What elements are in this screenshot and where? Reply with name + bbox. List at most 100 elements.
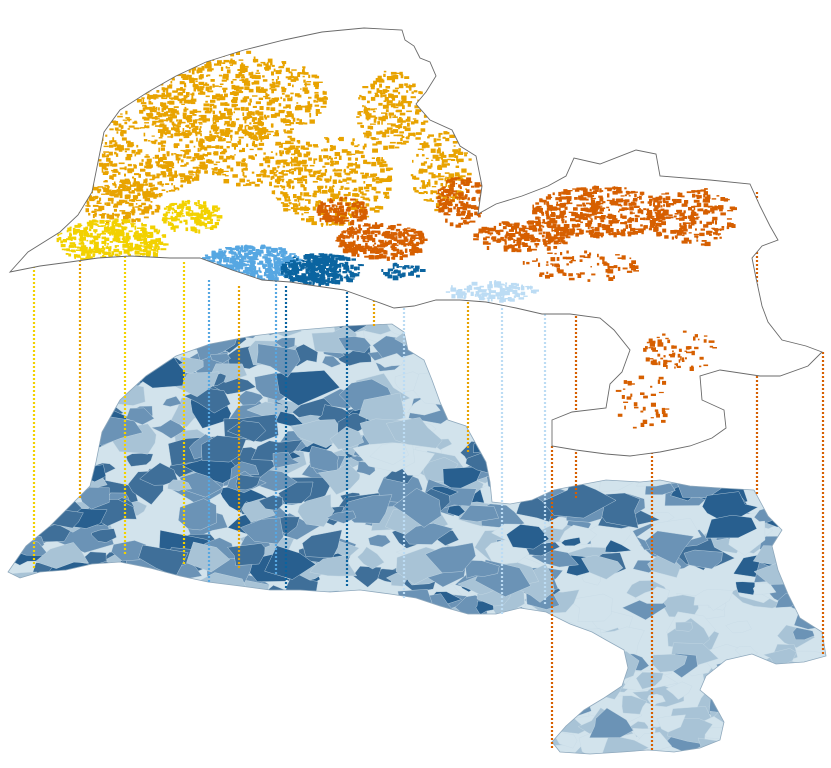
cluster-patch-orange bbox=[283, 129, 286, 132]
cluster-patch-dark-orange bbox=[456, 207, 463, 210]
cluster-patch-orange bbox=[166, 151, 170, 155]
cluster-patch-orange bbox=[230, 80, 234, 84]
cluster-patch-dark-orange bbox=[503, 247, 508, 252]
cluster-patch-dark-orange bbox=[623, 201, 628, 206]
cluster-patch-yellow bbox=[158, 241, 164, 245]
cluster-patch-orange bbox=[263, 152, 266, 155]
cluster-patch-dark-orange bbox=[463, 183, 470, 186]
cluster-patch-yellow bbox=[136, 245, 142, 250]
cluster-patch-orange bbox=[223, 123, 226, 126]
cluster-patch-dark-orange bbox=[542, 219, 545, 222]
cluster-patch-dark-orange bbox=[407, 234, 413, 237]
cluster-patch-orange bbox=[206, 145, 212, 149]
cluster-patch-orange bbox=[216, 135, 219, 137]
cluster-patch-orange bbox=[134, 153, 137, 157]
cluster-patch-yellow bbox=[90, 232, 93, 237]
cluster-patch-yellow bbox=[110, 229, 116, 234]
cluster-patch-orange bbox=[446, 163, 450, 166]
cluster-patch-yellow bbox=[82, 258, 89, 260]
cluster-patch-orange bbox=[281, 142, 287, 144]
cluster-patch-dark-orange bbox=[366, 223, 371, 227]
cluster-patch-yellow bbox=[204, 222, 206, 227]
cluster-patch-yellow bbox=[170, 227, 176, 230]
base-polygon bbox=[72, 640, 147, 672]
cluster-patch-orange bbox=[308, 216, 315, 218]
cluster-patch-dark-orange bbox=[527, 248, 531, 252]
cluster-patch-orange bbox=[256, 174, 262, 177]
cluster-patch-orange bbox=[416, 132, 422, 135]
cluster-patch-orange bbox=[119, 210, 126, 212]
cluster-patch-orange bbox=[305, 90, 310, 94]
cluster-patch-yellow bbox=[78, 238, 84, 240]
cluster-patch-yellow bbox=[93, 229, 98, 232]
cluster-patch-orange bbox=[318, 97, 324, 102]
cluster-patch-orange bbox=[236, 118, 240, 121]
cluster-patch-orange bbox=[253, 144, 258, 148]
cluster-patch-dark-orange bbox=[518, 233, 524, 236]
cluster-patch-orange bbox=[280, 143, 283, 148]
cluster-patch-orange bbox=[185, 149, 191, 153]
cluster-patch-orange bbox=[158, 119, 164, 123]
cluster-patch-dark-orange bbox=[624, 199, 630, 203]
cluster-patch-orange bbox=[192, 171, 197, 173]
base-polygon bbox=[473, 714, 500, 731]
base-polygon bbox=[39, 351, 97, 378]
cluster-patch-dark-orange bbox=[561, 211, 565, 215]
cluster-patch-orange bbox=[144, 155, 150, 158]
cluster-patch-orange bbox=[153, 187, 159, 190]
cluster-patch-dark-orange bbox=[675, 235, 678, 239]
cluster-patch-orange bbox=[146, 158, 152, 163]
cluster-patch-dark-orange bbox=[511, 247, 516, 253]
cluster-patch-orange bbox=[209, 61, 212, 65]
cluster-patch-orange bbox=[300, 183, 304, 188]
cluster-patch-yellow bbox=[168, 205, 170, 207]
cluster-patch-dark-orange bbox=[647, 210, 653, 214]
cluster-patch-dark-orange bbox=[328, 215, 332, 220]
cluster-patch-dark-orange bbox=[543, 240, 550, 243]
cluster-patch-dark-orange bbox=[384, 236, 390, 238]
cluster-patch-dark-orange bbox=[528, 225, 534, 227]
cluster-patch-orange bbox=[422, 148, 424, 151]
cluster-patch-orange bbox=[435, 203, 441, 208]
cluster-patch-orange bbox=[142, 97, 145, 103]
base-polygon bbox=[260, 697, 289, 714]
cluster-patch-yellow bbox=[120, 241, 126, 243]
cluster-patch-orange bbox=[291, 115, 294, 119]
cluster-patch-yellow bbox=[142, 231, 144, 233]
cluster-patch-orange bbox=[372, 178, 376, 182]
cluster-patch-dark-orange bbox=[337, 208, 340, 213]
cluster-patch-dark-orange bbox=[392, 256, 396, 260]
cluster-patch-orange bbox=[341, 197, 347, 202]
base-polygon bbox=[402, 522, 454, 545]
cluster-patch-dark-orange bbox=[491, 237, 495, 240]
base-polygon bbox=[196, 738, 251, 754]
cluster-patch-dark-orange bbox=[362, 210, 368, 215]
cluster-patch-orange bbox=[423, 120, 429, 123]
cluster-patch-dark-orange bbox=[338, 235, 341, 238]
cluster-patch-orange bbox=[351, 153, 356, 155]
cluster-patch-yellow bbox=[96, 244, 98, 249]
cluster-patch-dark-orange bbox=[594, 190, 597, 194]
cluster-patch-orange bbox=[148, 100, 151, 105]
cluster-patch-dark-orange bbox=[545, 211, 548, 214]
cluster-patch-dark-orange bbox=[364, 223, 369, 226]
cluster-patch-orange bbox=[244, 133, 247, 137]
cluster-patch-dark-orange bbox=[458, 201, 464, 204]
cluster-patch-orange bbox=[327, 158, 330, 161]
cluster-patch-yellow bbox=[108, 247, 112, 252]
cluster-patch-dark-orange bbox=[354, 202, 357, 207]
cluster-patch-dark-orange bbox=[342, 206, 344, 211]
cluster-patch-orange bbox=[151, 211, 155, 215]
cluster-patch-orange bbox=[133, 197, 137, 200]
cluster-patch-orange bbox=[295, 207, 300, 210]
cluster-patch-orange bbox=[378, 116, 384, 121]
cluster-patch-orange bbox=[280, 118, 283, 122]
cluster-patch-orange bbox=[379, 83, 382, 88]
cluster-patch-orange bbox=[205, 138, 208, 141]
cluster-patch-dark-orange bbox=[367, 249, 373, 252]
cluster-patch-orange bbox=[461, 175, 466, 178]
cluster-patch-orange bbox=[228, 116, 231, 120]
cluster-patch-dark-orange bbox=[671, 198, 677, 202]
cluster-patch-dark-orange bbox=[531, 235, 534, 238]
cluster-patch-orange bbox=[120, 148, 125, 151]
